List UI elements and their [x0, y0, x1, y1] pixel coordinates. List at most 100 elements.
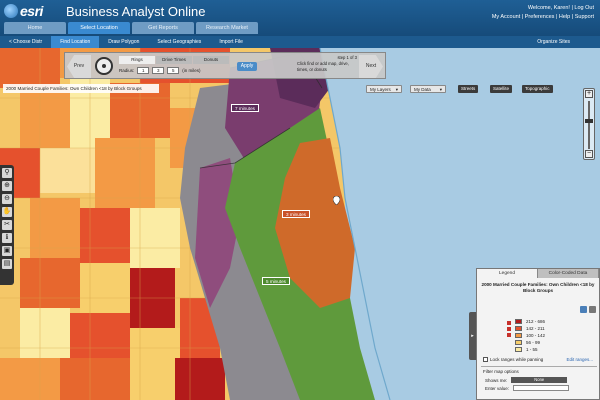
tab-home[interactable]: Home: [4, 22, 66, 34]
step-title: step 1 of 3: [337, 55, 357, 60]
range-marker: [507, 327, 511, 331]
location-pin-icon[interactable]: [333, 196, 340, 205]
zoom-slider[interactable]: + −: [583, 88, 595, 160]
filter-value-row: Enter value:: [481, 384, 597, 392]
tab-get-reports[interactable]: Get Reports: [132, 22, 194, 34]
basemap-topographic[interactable]: Topographic: [522, 85, 553, 93]
radius-input-3[interactable]: 5: [167, 67, 180, 74]
filter-value-input[interactable]: [513, 385, 570, 391]
legend-item: 1 - 55: [515, 346, 545, 353]
my-account-link[interactable]: My Account: [491, 14, 521, 20]
mode-tabs: Rings Drive Times Donuts: [119, 56, 229, 64]
radius-label: Radius:: [119, 68, 135, 73]
tab-drive-times[interactable]: Drive Times: [156, 56, 192, 64]
legend-range: 212 - 686: [526, 319, 546, 324]
drive-time-3min-area: [275, 138, 355, 308]
preferences-link[interactable]: Preferences: [524, 14, 555, 20]
map-title: 2000 Married Couple Families: Own Childr…: [3, 84, 159, 93]
find-location-panel: Prev Rings Drive Times Donuts Radius: 1 …: [64, 52, 386, 79]
tab-research-market[interactable]: Research Market: [196, 22, 258, 34]
zoom-plus-icon[interactable]: +: [585, 90, 593, 98]
pin-icon[interactable]: ⚲: [2, 168, 12, 178]
save-icon[interactable]: ▣: [2, 246, 12, 256]
step-instructions: step 1 of 3 Click find or add map, drive…: [297, 55, 357, 77]
subbar-find-location[interactable]: Find Location: [51, 36, 100, 48]
tab-color-coded-data[interactable]: Color-Coded Data: [538, 269, 599, 278]
drive-label-5min: 5 minutes: [262, 277, 290, 285]
legend-item: 142 - 211: [515, 325, 545, 332]
tab-rings[interactable]: Rings: [119, 56, 155, 64]
legend-close-icon[interactable]: [589, 306, 596, 313]
apply-button[interactable]: Apply: [237, 62, 257, 71]
legend-tools: [580, 306, 596, 313]
basemap-satellite[interactable]: Satellite: [490, 85, 513, 93]
zoom-out-icon[interactable]: ⊖: [2, 194, 12, 204]
next-button[interactable]: Next: [359, 55, 383, 78]
main-tabs: Home Select Location Get Reports Researc…: [4, 22, 258, 34]
radius-row: Radius: 1 3 5 (in miles): [119, 67, 201, 74]
measure-icon[interactable]: ✂: [2, 220, 12, 230]
subbar-choose[interactable]: < Choose Distr: [9, 39, 43, 45]
zoom-minus-icon[interactable]: −: [585, 150, 593, 158]
drive-label-7min: 7 minutes: [231, 104, 259, 112]
app-title: Business Analyst Online: [66, 4, 206, 19]
drive-label-3min: 3 minutes: [282, 210, 310, 218]
subbar-select-geographies[interactable]: Select Geographies: [157, 39, 202, 45]
step-text: Click find or add map, drive, times, or …: [297, 61, 349, 72]
units-label: (in miles): [182, 68, 201, 73]
lock-ranges-checkbox[interactable]: [483, 357, 488, 362]
globe-icon: [4, 4, 18, 18]
filter-enter-label: Enter value:: [485, 385, 510, 391]
target-icon[interactable]: [95, 57, 113, 75]
zoom-knob[interactable]: [585, 119, 593, 123]
sub-toolbar: < Choose Distr Find Location Draw Polygo…: [0, 36, 600, 48]
help-link[interactable]: Help: [558, 14, 571, 20]
print-icon[interactable]: ▤: [2, 259, 12, 269]
user-area: Welcome, Karen! | Log Out My Account | P…: [491, 5, 594, 20]
subbar-import-file[interactable]: Import File: [219, 39, 243, 45]
identify-icon[interactable]: ℹ: [2, 233, 12, 243]
filter-show-label: Shows me:: [485, 377, 508, 383]
legend-range: 100 - 142: [526, 333, 546, 338]
app-header: esri Business Analyst Online Welcome, Ka…: [0, 0, 600, 36]
zoom-in-icon[interactable]: ⊕: [2, 181, 12, 191]
range-marker: [507, 321, 511, 325]
filter-show-select[interactable]: None: [511, 377, 568, 383]
lock-ranges-label: Lock ranges while panning: [490, 357, 544, 362]
lock-ranges-row[interactable]: Lock ranges while panning: [483, 357, 543, 362]
legend-panel: Legend Color-Coded Data 2000 Married Cou…: [476, 268, 600, 400]
support-link[interactable]: Support: [574, 14, 594, 20]
legend-tabs: Legend Color-Coded Data: [477, 269, 599, 278]
esri-logo[interactable]: esri: [4, 3, 43, 19]
legend-item: 56 - 99: [515, 339, 545, 346]
zoom-track[interactable]: [588, 101, 590, 149]
radius-input-1[interactable]: 1: [137, 67, 150, 74]
filter-title: Filter map options: [483, 369, 519, 374]
my-layers-dropdown[interactable]: My Layers: [366, 85, 402, 93]
legend-range: 1 - 55: [526, 347, 538, 352]
my-data-dropdown[interactable]: My Data: [410, 85, 446, 93]
tab-legend[interactable]: Legend: [477, 269, 538, 278]
shoreline: [319, 48, 391, 400]
legend-items: 212 - 686 142 - 211 100 - 142 56 - 99 1 …: [515, 318, 545, 353]
legend-collapse-handle[interactable]: ▸: [469, 312, 476, 360]
hand-icon[interactable]: ✋: [2, 207, 12, 217]
radius-input-2[interactable]: 3: [152, 67, 165, 74]
legend-range: 56 - 99: [526, 340, 541, 345]
legend-swatch: [515, 326, 522, 331]
range-marker: [507, 333, 511, 337]
organize-sites-link[interactable]: Organize Sites: [537, 39, 570, 45]
edit-ranges-link[interactable]: Edit ranges...: [566, 357, 593, 362]
logout-link[interactable]: Log Out: [574, 5, 594, 11]
subbar-draw-polygon[interactable]: Draw Polygon: [108, 39, 140, 45]
welcome-text: Welcome, Karen!: [527, 5, 570, 11]
legend-swatch: [515, 333, 522, 338]
basemap-streets[interactable]: Streets: [458, 85, 479, 93]
legend-swatch: [515, 347, 522, 352]
legend-expand-icon[interactable]: [580, 306, 587, 313]
tab-donuts[interactable]: Donuts: [193, 56, 229, 64]
brand-name: esri: [20, 3, 43, 19]
legend-range-markers: [507, 321, 511, 343]
prev-button[interactable]: Prev: [67, 55, 91, 78]
tab-select-location[interactable]: Select Location: [68, 22, 130, 34]
